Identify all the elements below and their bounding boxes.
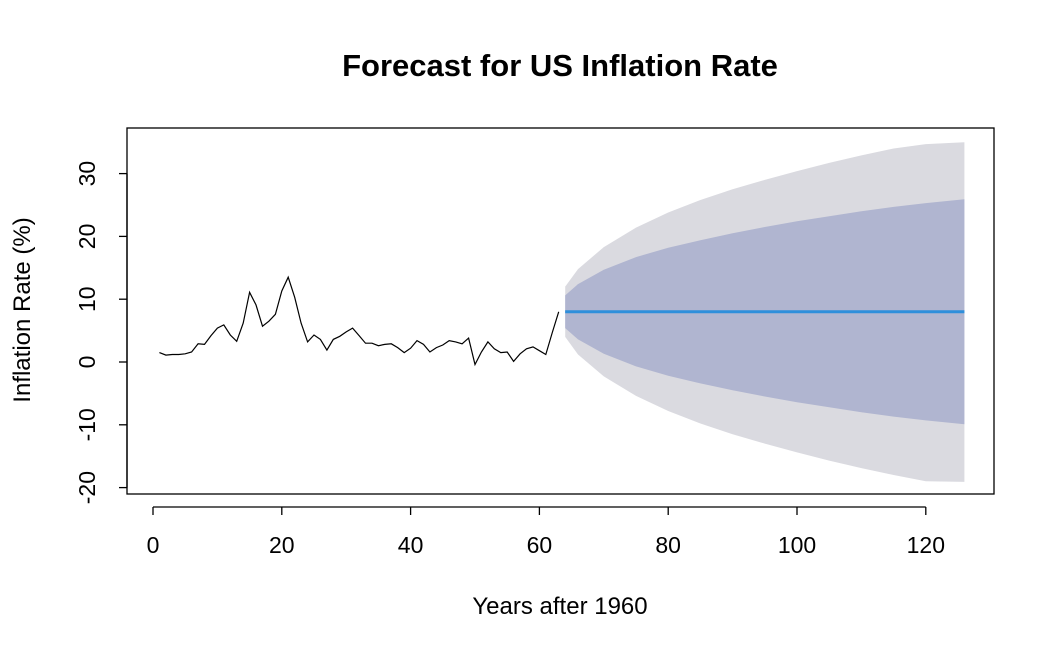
historical-line <box>159 275 560 367</box>
x-tick-label: 0 <box>147 532 160 558</box>
y-tick-label: -10 <box>74 408 100 441</box>
x-axis-label: Years after 1960 <box>472 593 647 620</box>
x-tick-label: 40 <box>398 532 424 558</box>
x-tick-label: 80 <box>655 532 681 558</box>
chart-title: Forecast for US Inflation Rate <box>342 48 778 83</box>
y-tick-label: 30 <box>74 161 100 187</box>
x-tick-label: 60 <box>527 532 553 558</box>
x-axis: 0 20 40 60 80 100 120 <box>147 506 945 558</box>
y-tick-label: 10 <box>74 286 100 312</box>
y-tick-label: 20 <box>74 224 100 250</box>
y-axis-label: Inflation Rate (%) <box>9 217 36 402</box>
x-tick-label: 120 <box>907 532 945 558</box>
x-tick-label: 100 <box>778 532 816 558</box>
historical-series <box>159 275 560 367</box>
y-tick-label: 0 <box>74 356 100 369</box>
x-tick-label: 20 <box>269 532 295 558</box>
y-tick-label: -20 <box>74 471 100 504</box>
y-axis: -20 -10 0 10 20 30 <box>74 161 128 504</box>
